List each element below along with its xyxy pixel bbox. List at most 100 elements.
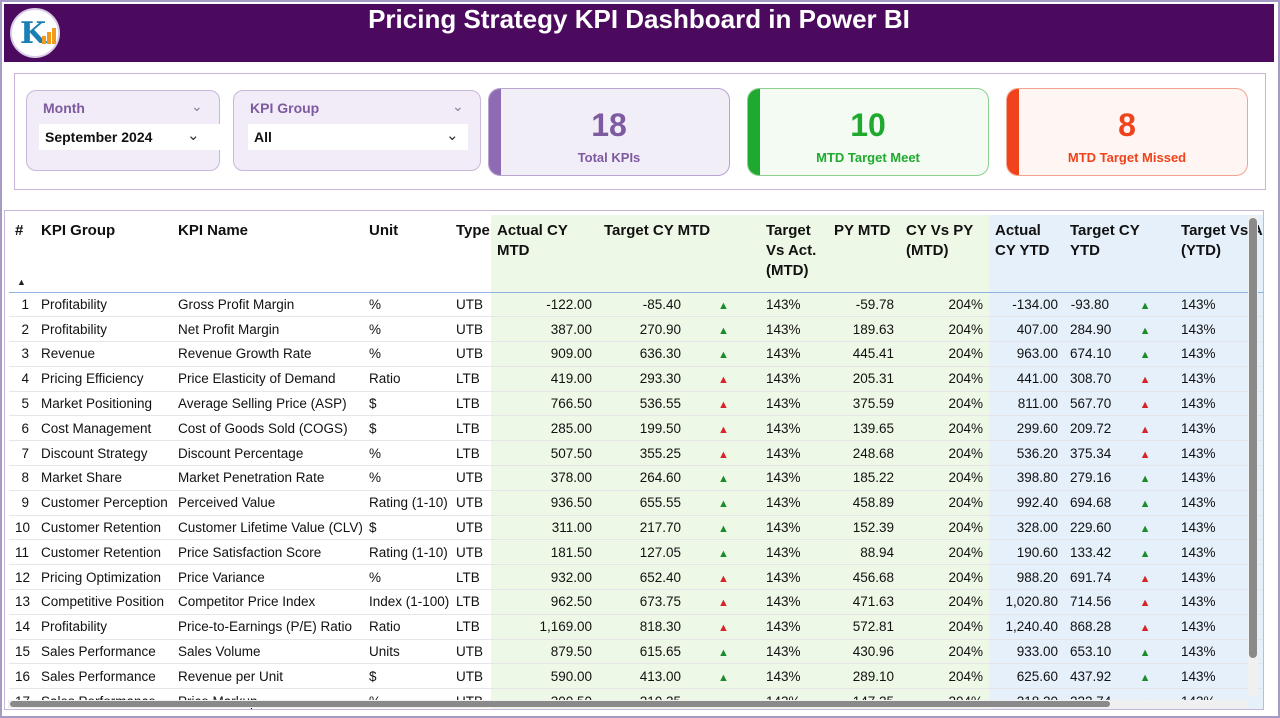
unit-cell: $ xyxy=(363,515,450,541)
target-cy-mtd-cell: 199.50 xyxy=(598,415,687,442)
col-header-py-mtd[interactable]: PY MTD xyxy=(828,215,900,292)
actual-cy-mtd-cell: 507.50 xyxy=(491,440,598,467)
actual-cy-ytd-cell: 536.20 xyxy=(989,440,1064,467)
table-row[interactable]: 13 Competitive Position Competitor Price I… xyxy=(9,589,1263,615)
table-row[interactable]: 7 Discount Strategy Discount Percentage% LT… xyxy=(9,440,1263,467)
col-header-target-vs-act-mtd[interactable]: Target Vs Act. (MTD) xyxy=(760,215,828,292)
cy-vs-py-mtd-cell: 204% xyxy=(900,341,989,367)
target-cy-ytd-cell: 229.60 xyxy=(1064,515,1115,541)
month-slicer-label: Month xyxy=(43,100,85,116)
table-row[interactable]: 2 Profitability Net Profit Margin% UTB 387.0… xyxy=(9,316,1263,343)
triangle-up-icon: ▲ xyxy=(1115,663,1176,690)
kpi-group-cell: Market Positioning xyxy=(35,391,172,417)
cy-vs-py-mtd-cell: 204% xyxy=(900,589,989,615)
kpi-name-cell: Price-to-Earnings (P/E) Ratio xyxy=(172,614,363,640)
col-header-type[interactable]: Type xyxy=(456,222,490,239)
kpi-row-number: 15 xyxy=(9,639,35,665)
col-header-kpi-group[interactable]: KPI Group xyxy=(41,222,116,239)
cy-vs-py-mtd-cell: 204% xyxy=(900,391,989,417)
table-row[interactable]: 1 Profitability Gross Profit Margin% UTB -12… xyxy=(9,291,1263,318)
col-header-num[interactable]: # xyxy=(15,222,24,239)
triangle-down-icon: ▲ xyxy=(687,366,760,392)
col-header-kpi-name[interactable]: KPI Name xyxy=(178,222,249,239)
py-mtd-cell: 88.94 xyxy=(828,539,900,566)
sort-up-icon[interactable]: ▲ xyxy=(17,277,26,287)
triangle-up-icon: ▲ xyxy=(687,291,760,318)
triangle-down-icon: ▲ xyxy=(1115,366,1176,392)
target-cy-ytd-cell: 653.10 xyxy=(1064,639,1115,665)
target-cy-ytd-cell: 133.42 xyxy=(1064,539,1115,566)
col-header-target-cy-ytd[interactable]: Target CY YTD xyxy=(1064,215,1176,292)
chevron-down-icon[interactable]: ⌄ xyxy=(452,98,464,114)
table-row[interactable]: 10 Customer Retention Customer Lifetime Va… xyxy=(9,515,1263,541)
kpi-group-slicer[interactable]: KPI Group ⌄ All ⌄ xyxy=(233,90,481,171)
table-row[interactable]: 16 Sales Performance Revenue per Unit $ UTB 5… xyxy=(9,663,1263,690)
py-mtd-cell: 458.89 xyxy=(828,490,900,516)
chevron-down-icon[interactable]: ⌄ xyxy=(446,127,459,144)
py-mtd-cell: 248.68 xyxy=(828,440,900,467)
table-row[interactable]: 15 Sales Performance Sales Volume Units UTB 8… xyxy=(9,639,1263,665)
table-row[interactable]: 12 Pricing Optimization Price Variance% LTB… xyxy=(9,564,1263,591)
type-cell: UTB xyxy=(450,639,491,665)
type-cell: UTB xyxy=(450,663,491,690)
triangle-up-icon: ▲ xyxy=(1115,465,1176,491)
table-row[interactable]: 9 Customer Perception Perceived Value Ratin… xyxy=(9,490,1263,516)
triangle-up-icon: ▲ xyxy=(687,341,760,367)
actual-cy-ytd-cell: 190.60 xyxy=(989,539,1064,566)
kpi-name-cell: Price Satisfaction Score xyxy=(172,539,363,566)
col-header-cy-vs-py-mtd[interactable]: CY Vs PY (MTD) xyxy=(900,215,989,292)
triangle-down-icon: ▲ xyxy=(687,564,760,591)
col-header-unit[interactable]: Unit xyxy=(369,222,399,239)
kpi-row-number: 5 xyxy=(9,391,35,417)
target-cy-ytd-cell: 284.90 xyxy=(1064,316,1115,343)
kpi-row-number: 13 xyxy=(9,589,35,615)
total-kpis-card: 18 Total KPIs xyxy=(488,88,730,176)
target-cy-ytd-cell: 567.70 xyxy=(1064,391,1115,417)
chevron-down-icon[interactable]: ⌄ xyxy=(187,127,200,144)
col-header-actual-cy-ytd[interactable]: Actual CY YTD xyxy=(989,215,1064,292)
kpi-group-value: All xyxy=(254,129,272,145)
kpi-name-cell: Average Selling Price (ASP) xyxy=(172,391,363,417)
col-header-actual-cy-mtd[interactable]: Actual CY MTD xyxy=(491,215,598,292)
triangle-up-icon: ▲ xyxy=(687,490,760,516)
month-slicer[interactable]: Month ⌄ September 2024 ⌄ xyxy=(26,90,232,171)
kpi-group-cell: Customer Retention xyxy=(35,515,172,541)
vertical-scrollbar-thumb[interactable] xyxy=(1249,218,1257,658)
kpi-name-cell: Revenue per Unit xyxy=(172,663,363,690)
table-row[interactable]: 8 Market Share Market Penetration Rate% UTB… xyxy=(9,465,1263,491)
target-cy-mtd-cell: 217.70 xyxy=(598,515,687,541)
unit-cell: $ xyxy=(363,391,450,417)
py-mtd-cell: 139.65 xyxy=(828,415,900,442)
kpi-group-dropdown[interactable]: All ⌄ xyxy=(248,124,468,150)
triangle-down-icon: ▲ xyxy=(687,391,760,417)
col-header-target-cy-mtd[interactable]: Target CY MTD xyxy=(598,215,760,292)
table-row[interactable]: 5 Market Positioning Average Selling Price… xyxy=(9,391,1263,417)
mtd-target-missed-caption: MTD Target Missed xyxy=(1067,150,1187,165)
total-kpis-value: 18 xyxy=(591,107,627,143)
type-cell: LTB xyxy=(450,440,491,467)
horizontal-scrollbar-thumb[interactable] xyxy=(10,701,1110,707)
target-cy-mtd-cell: 264.60 xyxy=(598,465,687,491)
target-cy-mtd-cell: 636.30 xyxy=(598,341,687,367)
triangle-down-icon: ▲ xyxy=(1115,440,1176,467)
kpi-row-number: 1 xyxy=(9,291,35,318)
kpi-row-number: 11 xyxy=(9,539,35,566)
py-mtd-cell: -59.78 xyxy=(828,291,900,318)
target-cy-mtd-cell: 615.65 xyxy=(598,639,687,665)
kpi-group-cell: Profitability xyxy=(35,291,172,318)
table-row[interactable]: 11 Customer Retention Price Satisfaction S… xyxy=(9,539,1263,566)
py-mtd-cell: 430.96 xyxy=(828,639,900,665)
month-dropdown[interactable]: September 2024 ⌄ xyxy=(39,124,232,150)
target-cy-ytd-cell: 674.10 xyxy=(1064,341,1115,367)
kpi-row-number: 4 xyxy=(9,366,35,392)
table-row[interactable]: 3 Revenue Revenue Growth Rate% UTB 909.00 636… xyxy=(9,341,1263,367)
table-row[interactable]: 14 Profitability Price-to-Earnings (P/E) R… xyxy=(9,614,1263,640)
chevron-down-icon[interactable]: ⌄ xyxy=(191,98,203,114)
table-row[interactable]: 6 Cost Management Cost of Goods Sold (COGS… xyxy=(9,415,1263,442)
table-row[interactable]: 4 Pricing Efficiency Price Elasticity of D… xyxy=(9,366,1263,392)
target-cy-ytd-cell: 868.28 xyxy=(1064,614,1115,640)
target-vs-act-mtd-cell: 143% xyxy=(760,415,828,442)
mtd-target-missed-value: 8 xyxy=(1118,107,1136,143)
triangle-up-icon: ▲ xyxy=(1115,291,1176,318)
kpi-group-cell: Sales Performance xyxy=(35,639,172,665)
